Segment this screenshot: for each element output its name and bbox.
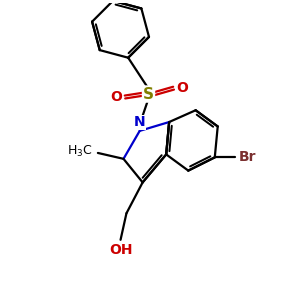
Text: O: O bbox=[176, 81, 188, 95]
Text: OH: OH bbox=[109, 243, 132, 257]
Text: O: O bbox=[110, 90, 122, 104]
Text: H$_3$C: H$_3$C bbox=[67, 144, 93, 159]
Text: S: S bbox=[143, 87, 154, 102]
Text: Br: Br bbox=[239, 150, 256, 164]
Text: N: N bbox=[134, 116, 146, 129]
